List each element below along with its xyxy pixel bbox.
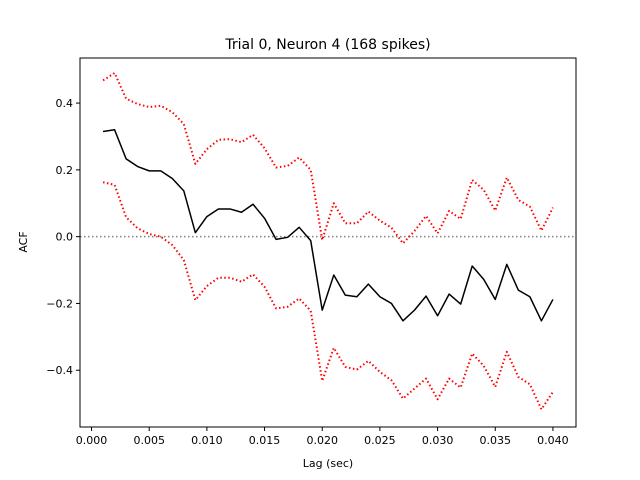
x-axis-label: Lag (sec) — [303, 457, 353, 470]
x-tick-label: 0.040 — [537, 434, 569, 447]
x-tick-label: 0.030 — [422, 434, 454, 447]
plot-frame — [79, 57, 577, 428]
acf-line — [102, 129, 554, 322]
y-tick-label: 0.4 — [56, 97, 74, 110]
x-tick-label: 0.015 — [249, 434, 281, 447]
x-tick-label: 0.025 — [364, 434, 396, 447]
x-axis: 0.000 0.005 0.010 0.015 0.020 0.025 0.030 0.035… — [76, 427, 569, 447]
plot-area — [80, 72, 576, 411]
y-axis: −0.4 −0.2 0.0 0.2 0.4 — [46, 97, 80, 377]
y-tick-label: −0.2 — [46, 297, 73, 310]
chart-title: Trial 0, Neuron 4 (168 spikes) — [224, 37, 430, 53]
y-axis-label: ACF — [17, 231, 30, 252]
x-tick-label: 0.005 — [133, 434, 165, 447]
x-tick-label: 0.000 — [76, 434, 108, 447]
x-tick-label: 0.020 — [306, 434, 338, 447]
upper-bound-line — [102, 72, 554, 245]
x-tick-label: 0.010 — [191, 434, 223, 447]
x-tick-label: 0.035 — [480, 434, 512, 447]
y-tick-label: 0.2 — [56, 164, 74, 177]
lower-bound-line — [102, 181, 554, 411]
y-tick-label: −0.4 — [46, 364, 73, 377]
y-tick-label: 0.0 — [56, 231, 74, 244]
